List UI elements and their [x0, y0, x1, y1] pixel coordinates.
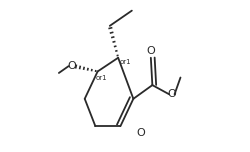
- Text: or1: or1: [95, 74, 107, 81]
- Text: O: O: [67, 61, 76, 71]
- Text: O: O: [168, 89, 176, 99]
- Text: O: O: [136, 128, 145, 138]
- Text: or1: or1: [120, 59, 131, 65]
- Text: O: O: [146, 46, 155, 56]
